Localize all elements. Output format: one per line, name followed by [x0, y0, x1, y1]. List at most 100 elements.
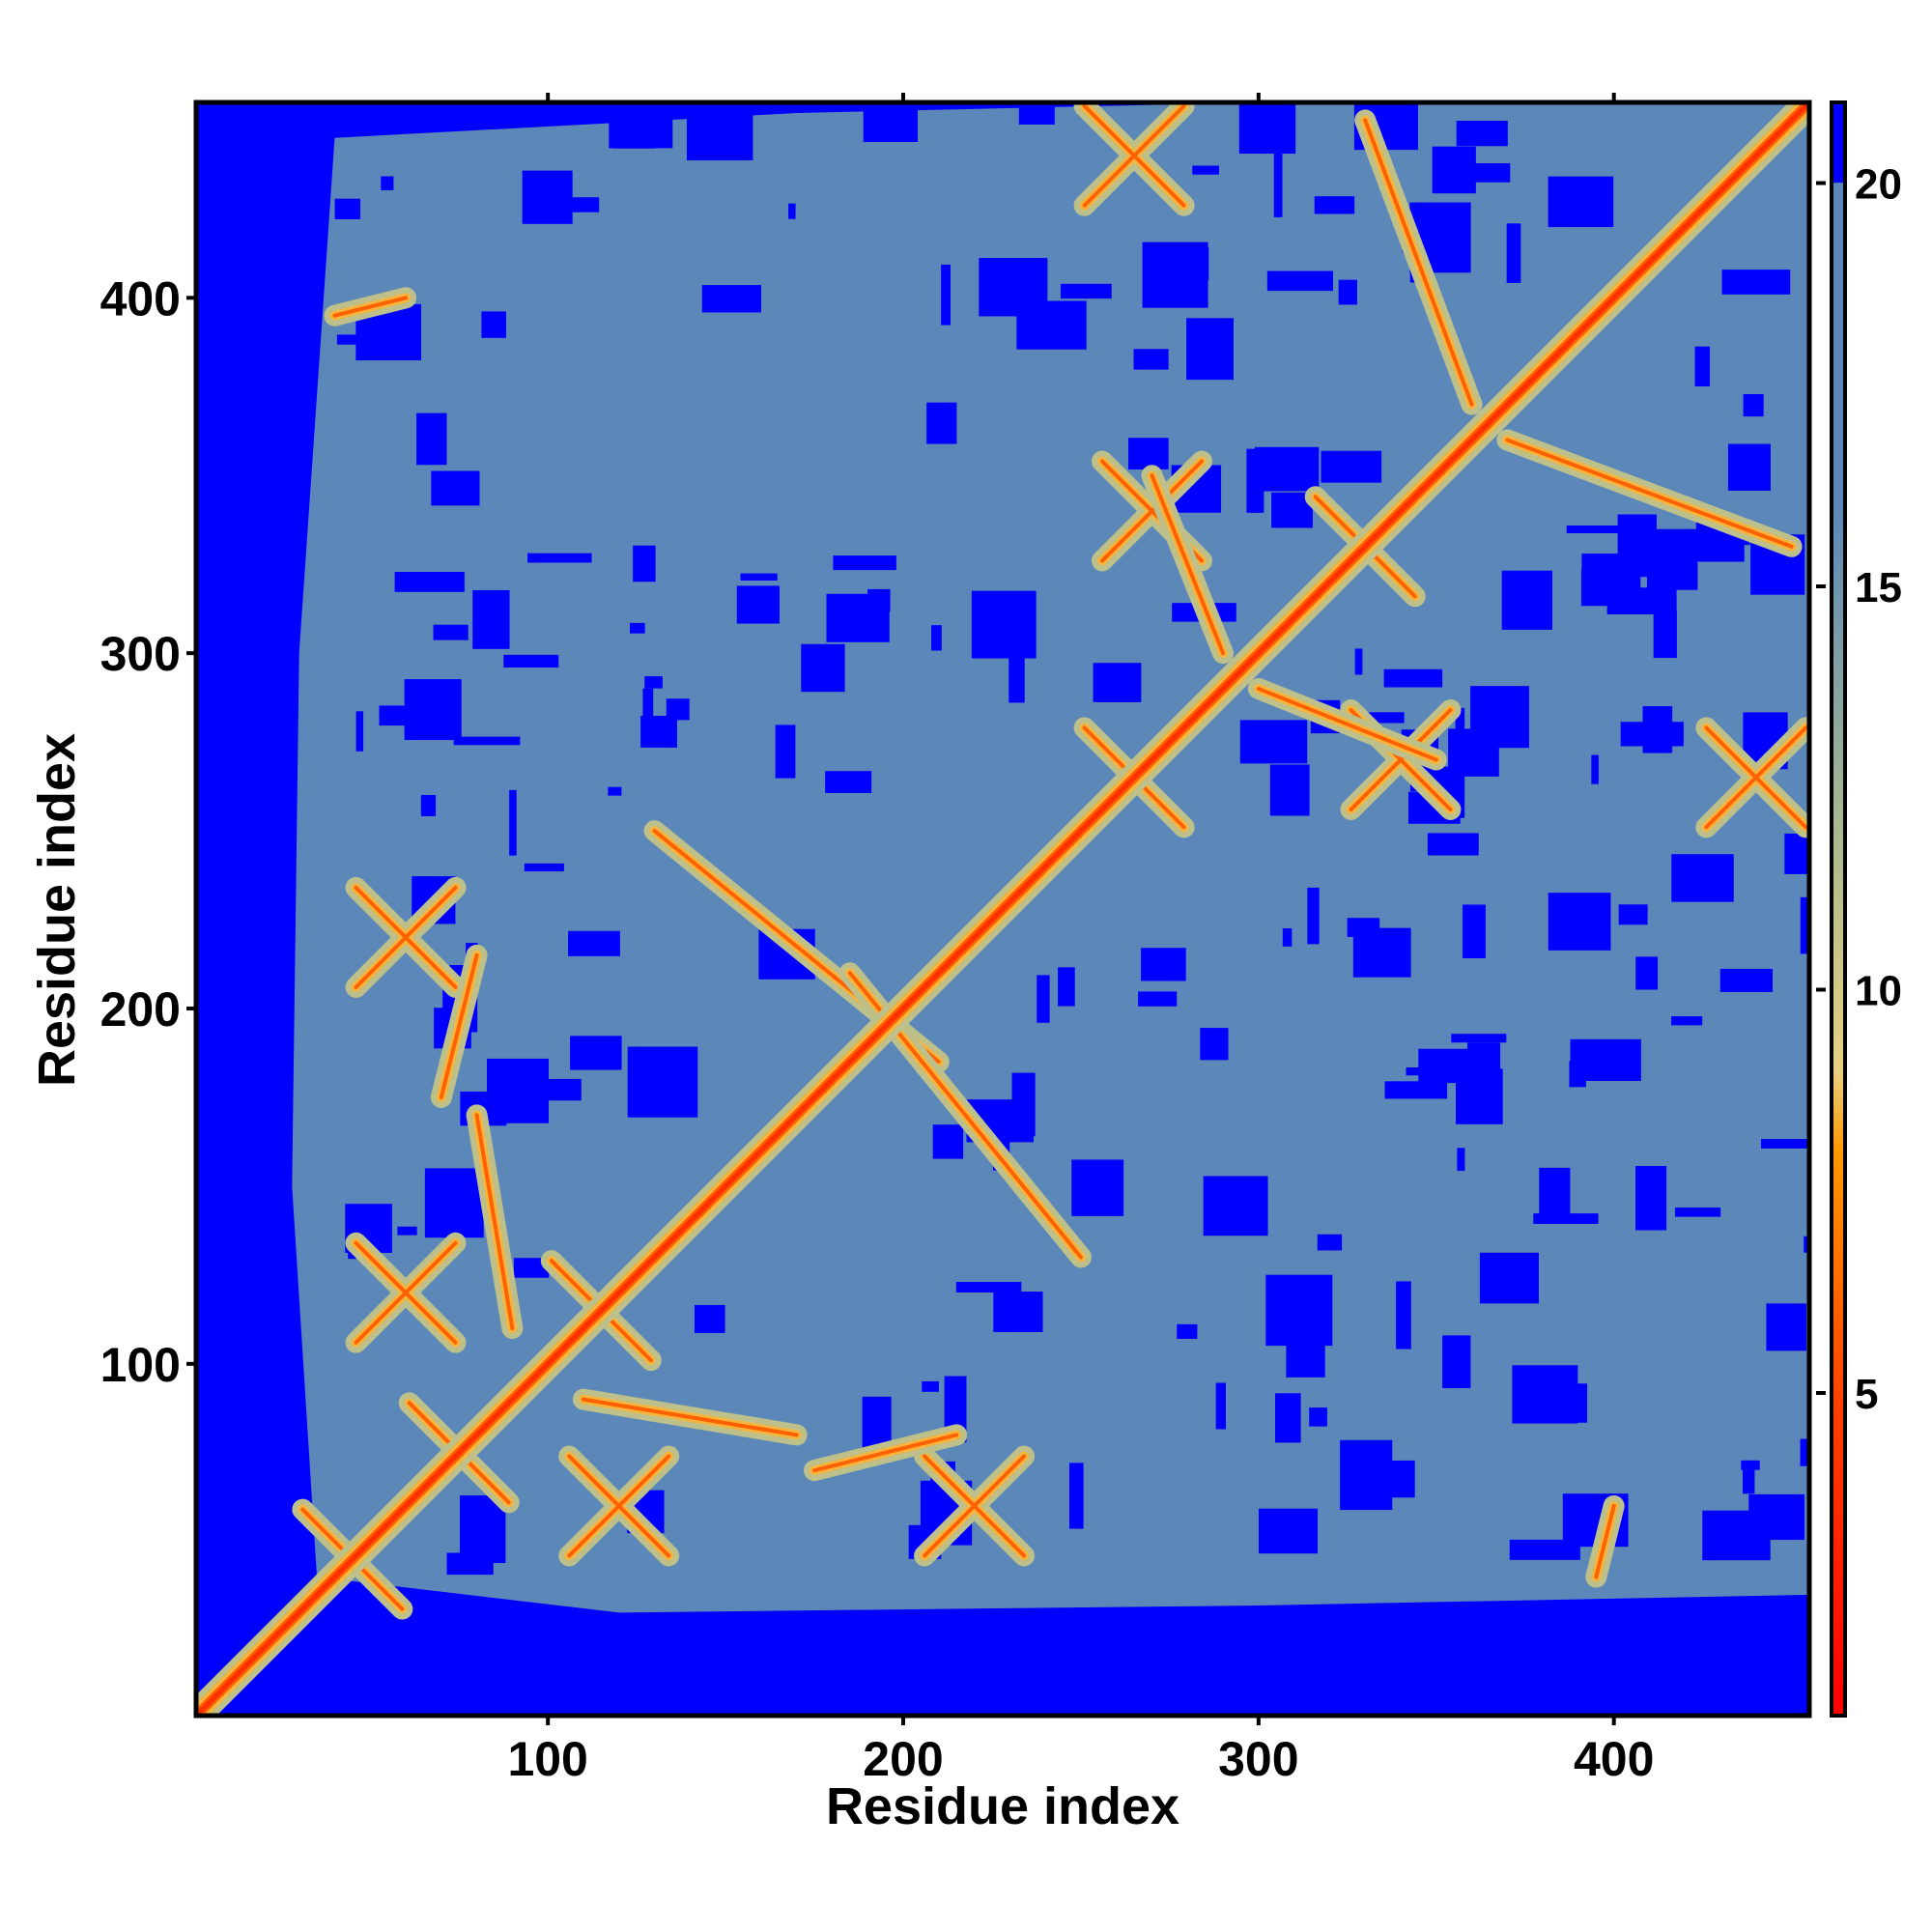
distant-pair-cell	[971, 590, 1037, 659]
distant-pair-cell	[424, 1168, 484, 1238]
colorbar-ticks: 5 10 15 20	[1816, 161, 1902, 1418]
distant-pair-cell	[1457, 1148, 1465, 1172]
distant-pair-cell	[1314, 196, 1355, 214]
distant-pair-cell	[633, 545, 656, 582]
distant-pair-cell	[1273, 152, 1283, 217]
distant-pair-cell	[459, 1495, 506, 1564]
diagonal-band	[196, 102, 1809, 1716]
distant-pair-cell	[1804, 1236, 1809, 1253]
distant-pair-cell	[1520, 1383, 1588, 1423]
distant-pair-cell	[1068, 1463, 1084, 1529]
distant-pair-cell	[1766, 1303, 1806, 1351]
distant-pair-cell	[1011, 1072, 1036, 1137]
distant-pair-cell	[608, 786, 622, 796]
distant-pair-cell	[1506, 223, 1521, 283]
distant-pair-cell	[1352, 927, 1411, 978]
contact-strand	[1496, 429, 1803, 557]
distant-pair-cell	[513, 1258, 550, 1278]
distant-pair-cell	[1384, 1081, 1448, 1099]
distant-pair-cell	[993, 1292, 1043, 1332]
distant-pair-cell	[644, 676, 663, 689]
distant-pair-cell	[775, 724, 796, 779]
distant-pair-cell	[1509, 1539, 1580, 1560]
heatmap-diagonal	[196, 102, 1809, 1716]
distant-pair-cell	[394, 572, 465, 592]
distant-pair-cell	[1396, 1281, 1411, 1350]
distant-pair-cell	[1142, 242, 1208, 308]
distant-pair-cell	[1406, 218, 1469, 239]
contact-strand	[1354, 109, 1483, 415]
distant-pair-cell	[1239, 720, 1308, 764]
distant-pair-cell	[1340, 1439, 1393, 1511]
contact-cross	[345, 876, 467, 998]
contact-cross	[345, 1232, 467, 1353]
distant-pair-cell	[686, 107, 753, 160]
contact-strand	[1141, 465, 1235, 665]
distant-pair-cell	[1741, 1460, 1760, 1470]
distant-pair-cell	[1455, 1068, 1503, 1124]
distant-pair-cell	[1570, 1038, 1641, 1082]
distant-pair-cell	[694, 1304, 725, 1333]
distant-pair-cell	[1265, 1274, 1333, 1347]
contact-strand	[1585, 1494, 1625, 1588]
distant-pair-cell	[1177, 1323, 1198, 1340]
distant-pair-cell	[1264, 731, 1299, 741]
distant-pair-cell	[1800, 1438, 1809, 1466]
distant-pair-cell	[1671, 854, 1734, 902]
y-tick-label: 300	[100, 627, 181, 681]
distant-pair-cell	[1018, 102, 1055, 125]
distant-pair-cell	[1200, 1028, 1229, 1061]
x-tick-label: 200	[863, 1732, 943, 1786]
distant-pair-cell	[1128, 438, 1169, 469]
distant-pair-cell	[379, 705, 430, 726]
distant-pair-cell	[1427, 833, 1479, 856]
distant-pair-cell	[570, 1036, 622, 1070]
colorbar-tick-label: 5	[1855, 1371, 1878, 1418]
distant-pair-cell	[1058, 967, 1075, 1007]
distant-pair-cell	[416, 412, 447, 466]
distant-pair-cell	[1141, 948, 1186, 981]
x-axis-title: Residue index	[826, 1777, 1179, 1835]
distant-pair-cell	[1138, 991, 1178, 1007]
distant-pair-cell	[863, 102, 919, 142]
distant-pair-cell	[801, 643, 845, 693]
distant-pair-cell	[740, 573, 778, 581]
distant-pair-cell	[1133, 349, 1169, 370]
contact-cross	[558, 1445, 680, 1567]
colorbar-tick-label: 20	[1855, 161, 1902, 209]
contact-strand	[430, 944, 488, 1108]
colorbar: 5 10 15 20	[1816, 100, 1902, 1718]
distant-pair-cell	[1269, 764, 1310, 816]
distant-pair-cell	[1254, 446, 1320, 492]
contact-cross	[1073, 102, 1195, 216]
distant-pair-cell	[1215, 1382, 1227, 1430]
distant-pair-cell	[527, 553, 592, 563]
distant-pair-cell	[1456, 121, 1508, 147]
distant-pair-cell	[1321, 450, 1382, 483]
distant-pair-cell	[1354, 648, 1363, 675]
distant-pair-cell	[1274, 1393, 1301, 1443]
distant-pair-cell	[1383, 668, 1443, 688]
distant-pair-cell	[1479, 1252, 1539, 1304]
contact-strand	[466, 1104, 524, 1340]
distant-pair-cell	[1037, 975, 1050, 1023]
y-tick-label: 400	[100, 271, 181, 326]
distant-pair-cell	[420, 794, 437, 816]
distant-pair-cell	[453, 736, 521, 746]
colorbar-tick-label: 15	[1855, 564, 1902, 611]
distant-pair-cell	[1800, 896, 1809, 954]
distant-pair-cell	[1727, 443, 1771, 491]
x-tick-label: 400	[1574, 1732, 1654, 1786]
contact-cross	[1695, 717, 1809, 838]
distant-pair-cell	[334, 198, 361, 219]
distant-pair-cell	[1533, 1213, 1599, 1224]
distant-pair-cell	[1406, 1066, 1468, 1076]
distant-pair-cell	[1784, 833, 1809, 874]
contact-cross	[914, 1445, 1036, 1567]
colorbar-fill	[1832, 102, 1845, 1716]
distant-pair-cell	[1455, 707, 1465, 751]
distant-pair-cell	[941, 264, 951, 326]
distant-pair-cell	[1266, 270, 1334, 292]
distant-pair-cell	[1719, 968, 1774, 992]
